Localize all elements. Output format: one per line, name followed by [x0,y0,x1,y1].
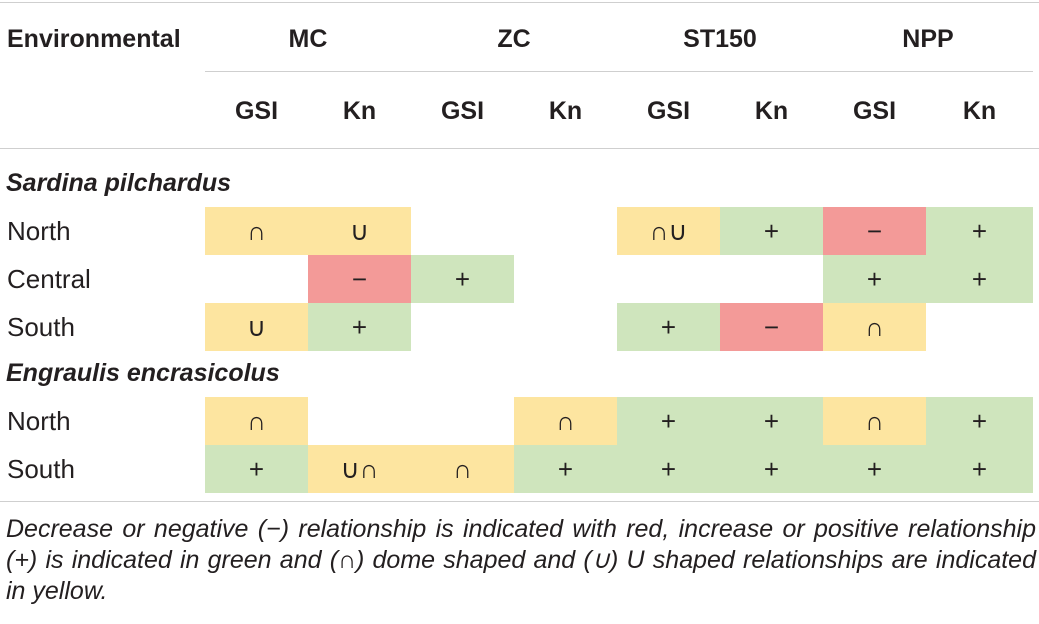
table-cell-empty [308,397,411,445]
subheader-1: GSI [234,97,279,125]
subheader-3: GSI [440,97,485,125]
table-cell-empty [514,303,617,351]
table-cell-empty [617,255,720,303]
table-cell-shaped: ∪ [205,303,308,351]
table-cell-positive: + [926,445,1033,493]
table-cell-empty [926,303,1033,351]
table-cell-empty [411,207,514,255]
table-cell-positive: + [617,445,720,493]
subheader-4: Kn [548,97,583,125]
table-cell-negative: − [823,207,926,255]
row-label: North [7,216,71,246]
table-cell-empty [411,303,514,351]
table-cell-empty [205,255,308,303]
group-header-mc: MC [288,25,328,53]
table-cell-shaped: ∪ [308,207,411,255]
table-cell-positive: + [308,303,411,351]
table-cell-shaped: ∩ [823,303,926,351]
species-heading: Sardina pilchardus [6,169,232,197]
subheader-2: Kn [342,97,377,125]
table-cell-empty [514,207,617,255]
group-header-st150: ST150 [683,25,757,53]
table-cell-shaped: ∩ [514,397,617,445]
header-bottom-rule [0,148,1039,149]
table-cell-positive: + [617,397,720,445]
table-cell-positive: + [926,397,1033,445]
top-rule [0,2,1039,3]
table-cell-shaped: ∩ [411,445,514,493]
table-cell-positive: + [720,445,823,493]
table-cell-shaped: ∩ [823,397,926,445]
table-cell-positive: + [720,207,823,255]
table-cell-shaped: ∩∪ [617,207,720,255]
table-cell-positive: + [926,207,1033,255]
table-cell-negative: − [308,255,411,303]
group-underline [205,71,1033,72]
subheader-6: Kn [754,97,789,125]
table-cell-shaped: ∩ [205,397,308,445]
table-cell-positive: + [823,255,926,303]
row-label: North [7,406,71,436]
table-cell-empty [720,255,823,303]
subheader-8: Kn [962,97,997,125]
table-bottom-rule [0,501,1039,502]
table-cell-shaped: ∪∩ [308,445,411,493]
table-cell-positive: + [720,397,823,445]
table-cell-positive: + [617,303,720,351]
table-cell-positive: + [514,445,617,493]
table-cell-empty [411,397,514,445]
subheader-7: GSI [852,97,897,125]
group-header-npp: NPP [902,25,954,53]
table-footnote: Decrease or negative (−) relationship is… [6,515,1036,605]
table-cell-positive: + [205,445,308,493]
group-header-zc: ZC [497,25,531,53]
row-label: South [7,454,75,484]
row-label: South [7,312,75,342]
subheader-5: GSI [646,97,691,125]
table-cell-positive: + [926,255,1033,303]
table-cell-empty [514,255,617,303]
row-label: Central [7,264,91,294]
table-cell-positive: + [823,445,926,493]
table-cell-shaped: ∩ [205,207,308,255]
table-cell-positive: + [411,255,514,303]
species-heading: Engraulis encrasicolus [6,359,280,387]
table-cell-negative: − [720,303,823,351]
environmental-header: Environmental [7,25,181,53]
